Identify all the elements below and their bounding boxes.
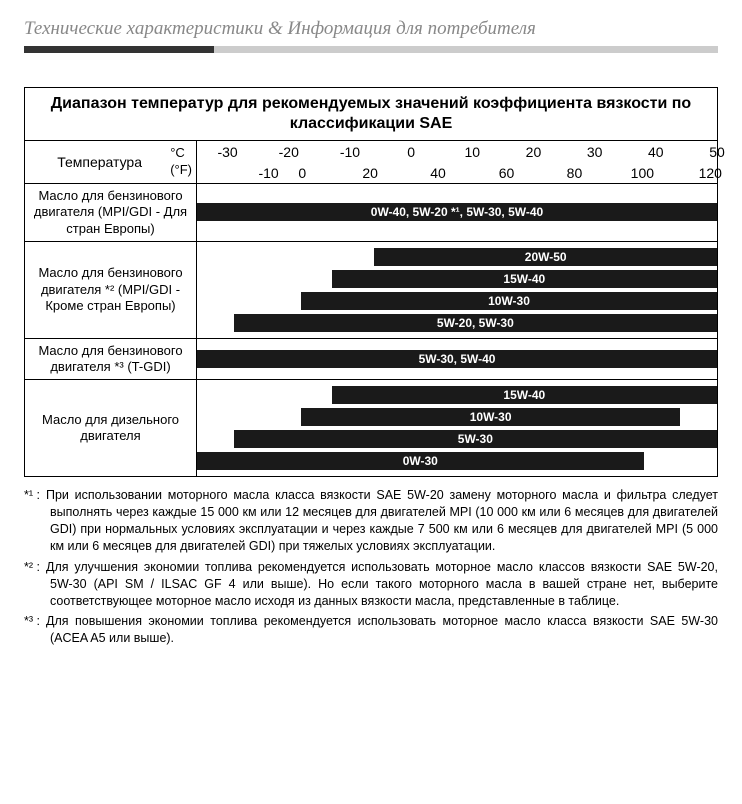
bar-line: 20W-50 xyxy=(197,248,717,266)
oil-group-bars: 20W-50 15W-40 10W-30 5W-20, 5W-30 xyxy=(197,242,717,338)
celsius-tick: 30 xyxy=(587,144,603,160)
unit-celsius: °C xyxy=(170,145,192,162)
footnote: *³ :Для повышения экономии топлива реком… xyxy=(24,613,718,647)
oil-group-label: Масло для бензинового двигателя (MPI/GDI… xyxy=(25,184,197,241)
celsius-tick: 10 xyxy=(464,144,480,160)
viscosity-chart: Диапазон температур для рекомендуемых зн… xyxy=(24,87,718,477)
footnotes: *¹ :При использовании моторного масла кл… xyxy=(24,477,718,647)
viscosity-bar: 15W-40 xyxy=(332,386,717,404)
bar-line: 10W-30 xyxy=(197,292,717,310)
bar-line: 5W-30, 5W-40 xyxy=(197,350,717,368)
page-title: Технические характеристики & Информация … xyxy=(24,18,718,40)
fahrenheit-tick: 40 xyxy=(430,165,446,181)
oil-group-label: Масло для бензинового двигателя *³ (T-GD… xyxy=(25,339,197,380)
oil-group-bars: 15W-40 10W-30 5W-30 0W-30 xyxy=(197,380,717,476)
celsius-tick-row: -30-20-1001020304050 xyxy=(197,141,717,162)
celsius-tick: 50 xyxy=(709,144,725,160)
viscosity-bar: 20W-50 xyxy=(374,248,717,266)
fahrenheit-tick: 60 xyxy=(499,165,515,181)
celsius-tick: -10 xyxy=(340,144,360,160)
oil-group: Масло для бензинового двигателя (MPI/GDI… xyxy=(25,184,717,242)
bar-line: 15W-40 xyxy=(197,386,717,404)
chart-title: Диапазон температур для рекомендуемых зн… xyxy=(25,88,717,141)
oil-group-bars: 5W-30, 5W-40 xyxy=(197,339,717,380)
footnote: *² :Для улучшения экономии топлива реком… xyxy=(24,559,718,610)
bar-line: 10W-30 xyxy=(197,408,717,426)
viscosity-bar: 10W-30 xyxy=(301,408,680,426)
bar-line: 5W-20, 5W-30 xyxy=(197,314,717,332)
fahrenheit-tick: 0 xyxy=(298,165,306,181)
bar-line: 15W-40 xyxy=(197,270,717,288)
celsius-tick: 0 xyxy=(407,144,415,160)
fahrenheit-tick: -10 xyxy=(258,165,278,181)
oil-group: Масло для бензинового двигателя *² (MPI/… xyxy=(25,242,717,339)
footnote-mark: *¹ : xyxy=(24,487,46,504)
temperature-units: °C (°F) xyxy=(170,145,192,179)
temperature-label-cell: Температура °C (°F) xyxy=(25,141,197,183)
viscosity-bar: 15W-40 xyxy=(332,270,717,288)
fahrenheit-tick: 20 xyxy=(362,165,378,181)
oil-group-bars: 0W-40, 5W-20 *¹, 5W-30, 5W-40 xyxy=(197,184,717,241)
viscosity-bar: 5W-20, 5W-30 xyxy=(234,314,717,332)
unit-fahrenheit: (°F) xyxy=(170,162,192,179)
fahrenheit-tick-row: -10020406080100120 xyxy=(197,162,717,183)
oil-group-label: Масло для бензинового двигателя *² (MPI/… xyxy=(25,242,197,338)
temperature-header: Температура °C (°F) -30-20-1001020304050… xyxy=(25,141,717,184)
footnote: *¹ :При использовании моторного масла кл… xyxy=(24,487,718,555)
fahrenheit-tick: 120 xyxy=(699,165,722,181)
viscosity-bar: 5W-30, 5W-40 xyxy=(197,350,717,368)
viscosity-bar: 0W-30 xyxy=(197,452,644,470)
celsius-tick: -30 xyxy=(217,144,237,160)
fahrenheit-tick: 80 xyxy=(567,165,583,181)
temperature-axis: -30-20-1001020304050 -10020406080100120 xyxy=(197,141,717,183)
temperature-label: Температура xyxy=(29,154,170,170)
footnote-mark: *² : xyxy=(24,559,46,576)
celsius-tick: 40 xyxy=(648,144,664,160)
header-rule xyxy=(24,46,718,53)
celsius-tick: 20 xyxy=(526,144,542,160)
bar-line: 0W-40, 5W-20 *¹, 5W-30, 5W-40 xyxy=(197,203,717,221)
bar-line: 0W-30 xyxy=(197,452,717,470)
viscosity-bar: 5W-30 xyxy=(234,430,717,448)
viscosity-bar: 10W-30 xyxy=(301,292,717,310)
fahrenheit-tick: 100 xyxy=(631,165,654,181)
oil-group: Масло для бензинового двигателя *³ (T-GD… xyxy=(25,339,717,381)
chart-rows: Масло для бензинового двигателя (MPI/GDI… xyxy=(25,184,717,476)
page: Технические характеристики & Информация … xyxy=(0,0,742,671)
bar-line: 5W-30 xyxy=(197,430,717,448)
viscosity-bar: 0W-40, 5W-20 *¹, 5W-30, 5W-40 xyxy=(197,203,717,221)
oil-group: Масло для дизельного двигателя 15W-40 10W-… xyxy=(25,380,717,476)
celsius-tick: -20 xyxy=(279,144,299,160)
footnote-mark: *³ : xyxy=(24,613,46,630)
oil-group-label: Масло для дизельного двигателя xyxy=(25,380,197,476)
